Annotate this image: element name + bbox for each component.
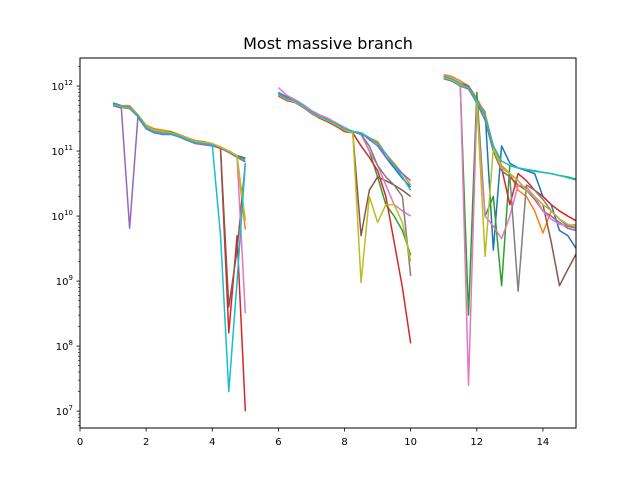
series-10-segment-1-line (112, 103, 247, 393)
series-7-segment-3-line (443, 74, 576, 386)
plot-frame (79, 57, 577, 429)
x-tick-label: 14 (537, 437, 550, 448)
series-10-segment-3-line (443, 75, 576, 181)
series-layer (112, 73, 576, 412)
series-7-segment-2-line (277, 86, 412, 217)
x-tick-label: 8 (341, 437, 347, 448)
x-tick-label: 2 (143, 437, 149, 448)
series-10-segment-2-line (278, 93, 412, 191)
x-axis: 0 2 4 6 8 10 12 14 (77, 428, 549, 448)
x-tick-label: 12 (470, 437, 483, 448)
x-tick-label: 6 (275, 437, 281, 448)
x-tick-label: 4 (209, 437, 215, 448)
x-tick-label: 10 (404, 437, 417, 448)
x-tick-label: 0 (77, 437, 83, 448)
chart-title: Most massive branch (243, 34, 413, 53)
series-4-segment-3-line (443, 75, 576, 222)
